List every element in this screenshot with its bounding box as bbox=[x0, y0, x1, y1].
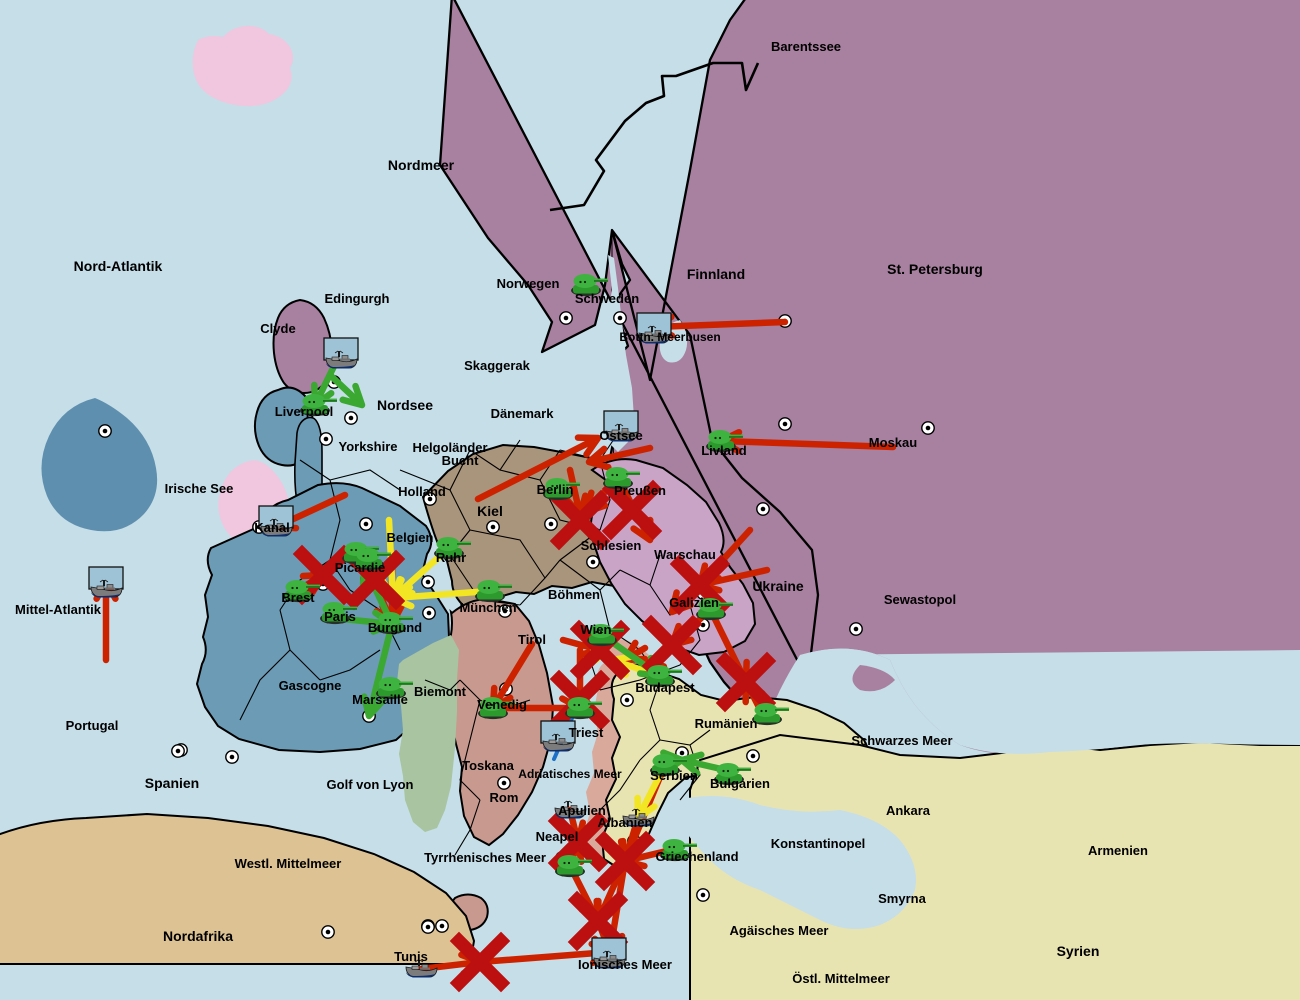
svg-text:Irische See: Irische See bbox=[165, 481, 234, 496]
svg-text:Tyrrhenisches Meer: Tyrrhenisches Meer bbox=[424, 850, 546, 865]
svg-text:Neapel: Neapel bbox=[536, 829, 579, 844]
svg-text:Holland: Holland bbox=[398, 484, 446, 499]
svg-text:Yorkshire: Yorkshire bbox=[338, 439, 397, 454]
svg-text:Griechenland: Griechenland bbox=[655, 849, 738, 864]
svg-text:Liverpool: Liverpool bbox=[275, 404, 334, 419]
svg-text:Norwegen: Norwegen bbox=[497, 276, 560, 291]
svg-text:Berlin: Berlin bbox=[537, 482, 574, 497]
svg-text:Bottn. Meerbusen: Bottn. Meerbusen bbox=[619, 330, 720, 344]
svg-text:Golf von Lyon: Golf von Lyon bbox=[327, 777, 414, 792]
svg-text:Böhmen: Böhmen bbox=[548, 587, 600, 602]
svg-text:Ruhr: Ruhr bbox=[436, 550, 466, 565]
svg-text:Schweden: Schweden bbox=[575, 291, 639, 306]
svg-text:Bulgarien: Bulgarien bbox=[710, 776, 770, 791]
svg-text:Westl. Mittelmeer: Westl. Mittelmeer bbox=[235, 856, 342, 871]
svg-text:Rom: Rom bbox=[490, 790, 519, 805]
svg-text:Östl. Mittelmeer: Östl. Mittelmeer bbox=[792, 971, 890, 986]
svg-text:Triest: Triest bbox=[569, 725, 604, 740]
svg-text:Venedig: Venedig bbox=[477, 697, 527, 712]
svg-text:Nordmeer: Nordmeer bbox=[388, 157, 455, 173]
svg-text:Albanien: Albanien bbox=[598, 815, 653, 830]
svg-text:Schlesien: Schlesien bbox=[581, 538, 642, 553]
svg-text:St. Petersburg: St. Petersburg bbox=[887, 261, 983, 277]
svg-text:Serbien: Serbien bbox=[650, 768, 698, 783]
svg-text:Toskana: Toskana bbox=[462, 758, 515, 773]
svg-text:Mittel-Atlantik: Mittel-Atlantik bbox=[15, 602, 102, 617]
svg-text:Skaggerak: Skaggerak bbox=[464, 358, 531, 373]
svg-text:Marsaille: Marsaille bbox=[352, 692, 408, 707]
svg-text:Adriatisches Meer: Adriatisches Meer bbox=[518, 767, 622, 781]
svg-text:Rumänien: Rumänien bbox=[695, 716, 758, 731]
svg-text:Ionisches Meer: Ionisches Meer bbox=[578, 957, 672, 972]
svg-text:Bucht: Bucht bbox=[442, 453, 480, 468]
svg-text:Armenien: Armenien bbox=[1088, 843, 1148, 858]
svg-text:Burgund: Burgund bbox=[368, 620, 422, 635]
svg-text:Warschau: Warschau bbox=[654, 547, 716, 562]
svg-text:Barentssee: Barentssee bbox=[771, 39, 841, 54]
svg-text:Moskau: Moskau bbox=[869, 435, 917, 450]
svg-text:Agäisches Meer: Agäisches Meer bbox=[730, 923, 829, 938]
svg-text:Edingurgh: Edingurgh bbox=[325, 291, 390, 306]
svg-text:Dänemark: Dänemark bbox=[491, 406, 555, 421]
svg-text:Nord-Atlantik: Nord-Atlantik bbox=[74, 258, 163, 274]
svg-text:Kiel: Kiel bbox=[477, 503, 503, 519]
svg-text:Budapest: Budapest bbox=[635, 680, 695, 695]
svg-text:Finnland: Finnland bbox=[687, 266, 745, 282]
svg-text:Wien: Wien bbox=[581, 622, 612, 637]
svg-text:Preußen: Preußen bbox=[614, 483, 666, 498]
svg-text:Tirol: Tirol bbox=[518, 632, 546, 647]
svg-text:Nordafrika: Nordafrika bbox=[163, 928, 233, 944]
svg-text:Portugal: Portugal bbox=[66, 718, 119, 733]
svg-text:Syrien: Syrien bbox=[1057, 943, 1100, 959]
svg-text:Spanien: Spanien bbox=[145, 775, 199, 791]
svg-text:Galizien: Galizien bbox=[669, 595, 719, 610]
svg-text:Ostsee: Ostsee bbox=[599, 428, 642, 443]
svg-text:München: München bbox=[459, 600, 516, 615]
svg-text:Tunis: Tunis bbox=[394, 949, 428, 964]
svg-text:Kanal: Kanal bbox=[254, 520, 289, 535]
svg-text:Brest: Brest bbox=[281, 590, 315, 605]
svg-text:Smyrna: Smyrna bbox=[878, 891, 926, 906]
svg-text:Gascogne: Gascogne bbox=[279, 678, 342, 693]
svg-text:Konstantinopel: Konstantinopel bbox=[771, 836, 866, 851]
svg-text:Livland: Livland bbox=[701, 443, 747, 458]
svg-text:Ukraine: Ukraine bbox=[752, 578, 804, 594]
svg-text:Biemont: Biemont bbox=[414, 684, 467, 699]
svg-text:Nordsee: Nordsee bbox=[377, 397, 433, 413]
svg-text:Schwarzes Meer: Schwarzes Meer bbox=[851, 733, 952, 748]
svg-text:Picardie: Picardie bbox=[335, 560, 386, 575]
svg-text:Belgien: Belgien bbox=[387, 530, 434, 545]
svg-text:Sewastopol: Sewastopol bbox=[884, 592, 956, 607]
svg-text:Ankara: Ankara bbox=[886, 803, 931, 818]
svg-text:Clyde: Clyde bbox=[260, 321, 295, 336]
svg-text:Paris: Paris bbox=[324, 609, 356, 624]
